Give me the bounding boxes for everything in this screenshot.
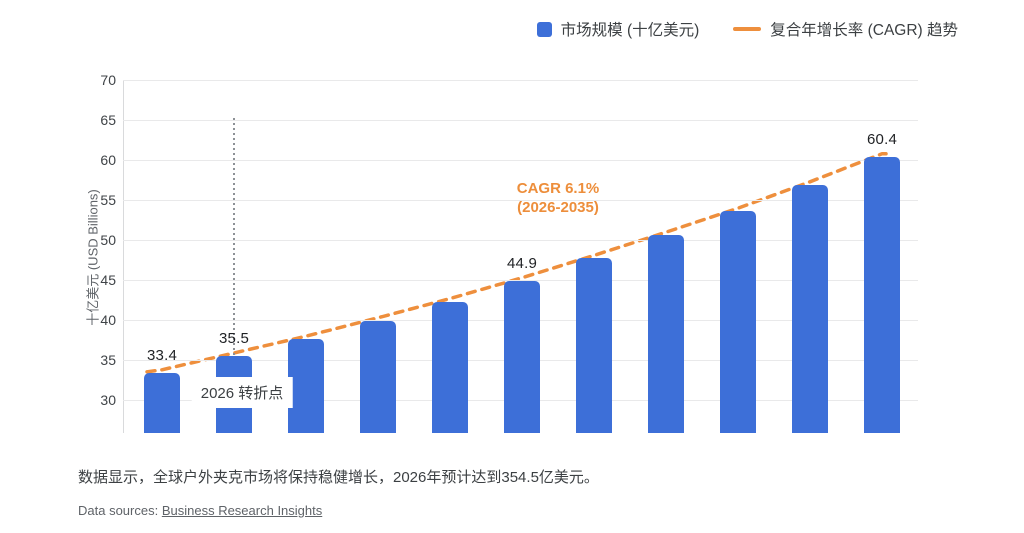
- y-tick-55: 55: [100, 192, 116, 208]
- turning-point-annotation: 2026 转折点: [191, 377, 293, 408]
- legend-item-market-size[interactable]: 市场规模 (十亿美元): [536, 18, 700, 40]
- cagr-annotation-line1: CAGR 6.1%: [516, 180, 600, 197]
- gridline-50: [123, 240, 918, 241]
- bar-value-label-0: 33.4: [147, 346, 177, 364]
- data-source-link[interactable]: Business Research Insights: [161, 503, 323, 518]
- y-tick-50: 50: [100, 232, 116, 248]
- cagr-annotation-line2: (2026-2035): [517, 199, 599, 216]
- chart-legend: 市场规模 (十亿美元) 复合年增长率 (CAGR) 趋势: [536, 18, 958, 40]
- market-size-bar-7: [648, 235, 684, 433]
- cagr-annotation: CAGR 6.1% (2026-2035): [498, 179, 618, 217]
- y-tick-65: 65: [100, 112, 116, 128]
- bar-value-label-1: 35.5: [219, 330, 249, 347]
- chart-caption: 数据显示，全球户外夹克市场将保持稳健增长，2026年预计达到354.5亿美元。: [78, 469, 599, 486]
- bar-value-label-10: 60.4: [867, 130, 897, 148]
- market-size-bar-2: [288, 339, 324, 433]
- market-size-bar-10: [864, 156, 900, 433]
- gridline-60: [123, 160, 918, 161]
- y-tick-60: 60: [100, 152, 116, 168]
- legend-cagr-label: 复合年增长率 (CAGR) 趋势: [770, 22, 958, 39]
- market-size-bar-5: [504, 280, 540, 433]
- market-size-bar-8: [720, 211, 756, 433]
- bar-series-swatch-icon: [536, 21, 552, 37]
- gridline-45: [123, 280, 918, 281]
- y-tick-45: 45: [100, 272, 116, 288]
- turning-point-dotted-line: [233, 118, 235, 377]
- market-size-bar-4: [432, 301, 468, 433]
- market-size-bar-6: [576, 258, 612, 433]
- bar-value-label-5: 44.9: [507, 254, 537, 272]
- gridline-70: [123, 80, 918, 81]
- line-series-swatch-icon: [733, 27, 762, 31]
- y-axis-line: [123, 80, 124, 433]
- market-size-bar-9: [792, 184, 828, 433]
- y-tick-40: 40: [100, 312, 116, 328]
- y-tick-70: 70: [100, 72, 116, 88]
- y-axis-title: 十亿美元 (USD Billions): [85, 189, 101, 326]
- y-tick-30: 30: [100, 392, 116, 408]
- market-size-bar-0: [144, 372, 180, 433]
- market-size-bar-3: [360, 320, 396, 433]
- gridline-65: [123, 120, 918, 121]
- legend-market-size-label: 市场规模 (十亿美元): [560, 22, 700, 39]
- data-sources-line: Data sources: Business Research Insights: [78, 503, 322, 518]
- y-tick-35: 35: [100, 352, 116, 368]
- legend-item-cagr-trend[interactable]: 复合年增长率 (CAGR) 趋势: [733, 18, 958, 40]
- gridline-55: [123, 200, 918, 201]
- data-sources-prefix: Data sources:: [78, 503, 162, 518]
